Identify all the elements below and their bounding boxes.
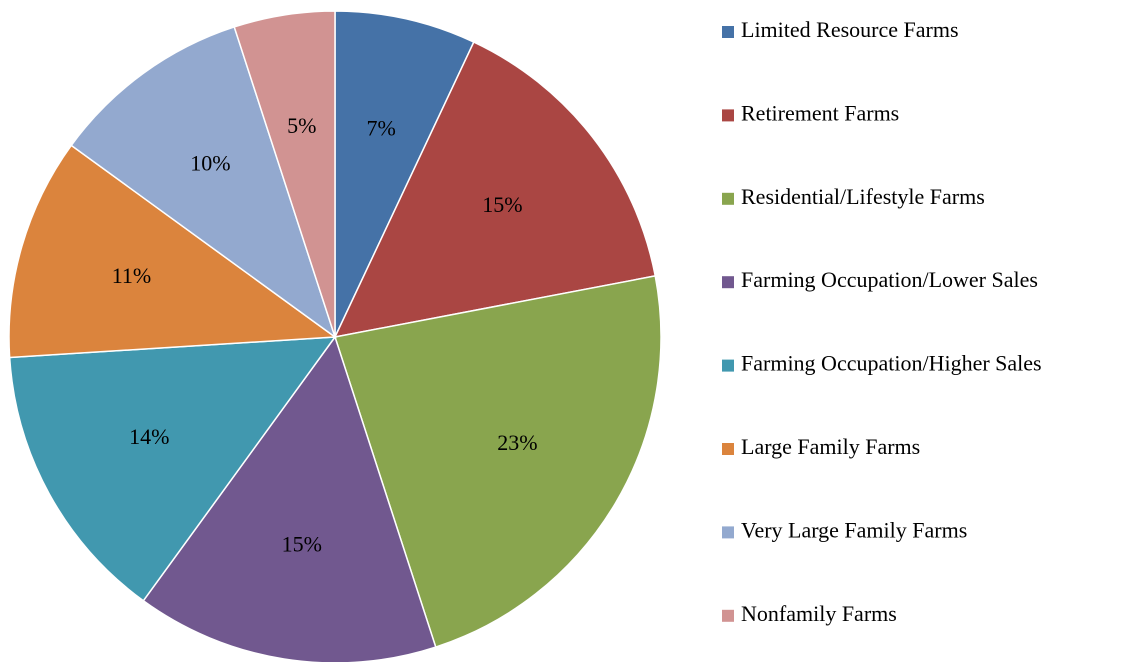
pie-slice	[334, 10, 475, 338]
legend-label: Limited Resource Farms	[741, 17, 959, 42]
legend-swatch	[722, 109, 734, 122]
pie-slice	[233, 10, 336, 338]
pie-slice	[334, 275, 662, 648]
pie-slice	[70, 26, 337, 339]
pie-slice	[333, 41, 657, 339]
legend-label: Farming Occupation/Higher Sales	[741, 351, 1042, 376]
legend-swatch	[722, 192, 734, 205]
data-label: 5%	[287, 113, 316, 138]
legend-swatch	[722, 443, 734, 455]
pie-slice	[8, 336, 337, 602]
legend-label: Retirement Farms	[741, 100, 899, 125]
legend-swatch	[722, 359, 734, 372]
pie-slice	[8, 144, 338, 359]
pie-slice	[142, 335, 437, 662]
legend-swatch	[722, 276, 734, 289]
legend-swatch	[722, 26, 734, 38]
data-label: 14%	[129, 424, 169, 449]
legend-label: Nonfamily Farms	[741, 601, 897, 626]
data-label: 10%	[190, 151, 230, 176]
legend-label: Residential/Lifestyle Farms	[741, 184, 985, 209]
legend-swatch	[722, 609, 734, 622]
data-label: 15%	[482, 192, 522, 217]
legend-label: Large Family Farms	[741, 434, 920, 459]
data-label: 23%	[497, 430, 537, 455]
data-label: 7%	[367, 115, 396, 140]
legend-swatch	[722, 526, 734, 539]
legend-label: Very Large Family Farms	[741, 517, 967, 542]
legend-label: Farming Occupation/Lower Sales	[741, 267, 1038, 292]
data-label: 15%	[282, 531, 322, 556]
data-label: 11%	[112, 263, 152, 288]
